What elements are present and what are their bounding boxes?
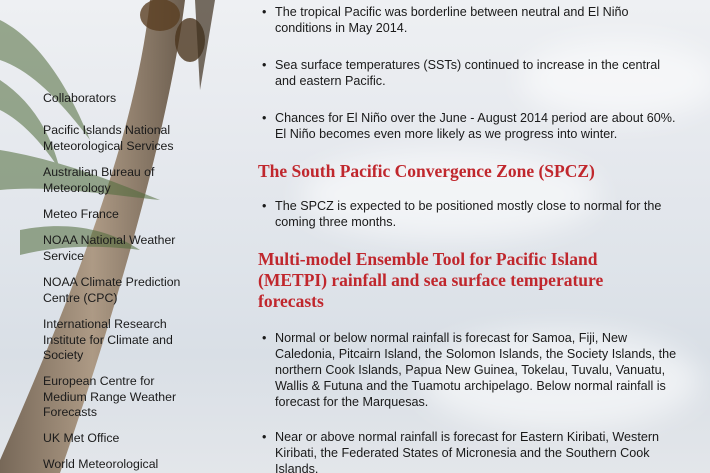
section-heading-spcz: The South Pacific Convergence Zone (SPCZ… [258, 161, 595, 181]
palm-tree-image [0, 0, 215, 473]
collaborator-item: Pacific Islands National Meteorological … [43, 123, 174, 153]
collaborator-item: Meteo France [43, 207, 119, 221]
bullet-item: The SPCZ is expected to be positioned mo… [262, 198, 682, 230]
collaborator-item: UK Met Office [43, 431, 120, 445]
section-heading-metpi: Multi-model Ensemble Tool for Pacific Is… [258, 249, 604, 311]
bullet-item: Sea surface temperatures (SSTs) continue… [262, 57, 682, 89]
collaborator-item: NOAA Climate Prediction Centre (CPC) [43, 275, 181, 305]
collaborator-item: NOAA National Weather Service [43, 233, 176, 263]
bullet-item: Chances for El Niño over the June - Augu… [262, 110, 682, 142]
collaborator-item: Australian Bureau of Meteorology [43, 165, 155, 195]
bullet-item: Normal or below normal rainfall is forec… [262, 330, 682, 410]
bullet-item: The tropical Pacific was borderline betw… [262, 4, 662, 36]
bullet-item: Near or above normal rainfall is forecas… [262, 429, 682, 473]
collaborator-item: World Meteorological [43, 457, 159, 471]
collaborator-item: European Centre for Medium Range Weather… [43, 374, 177, 419]
collaborator-item: International Research Institute for Cli… [43, 317, 173, 362]
collaborators-title: Collaborators [43, 91, 117, 105]
